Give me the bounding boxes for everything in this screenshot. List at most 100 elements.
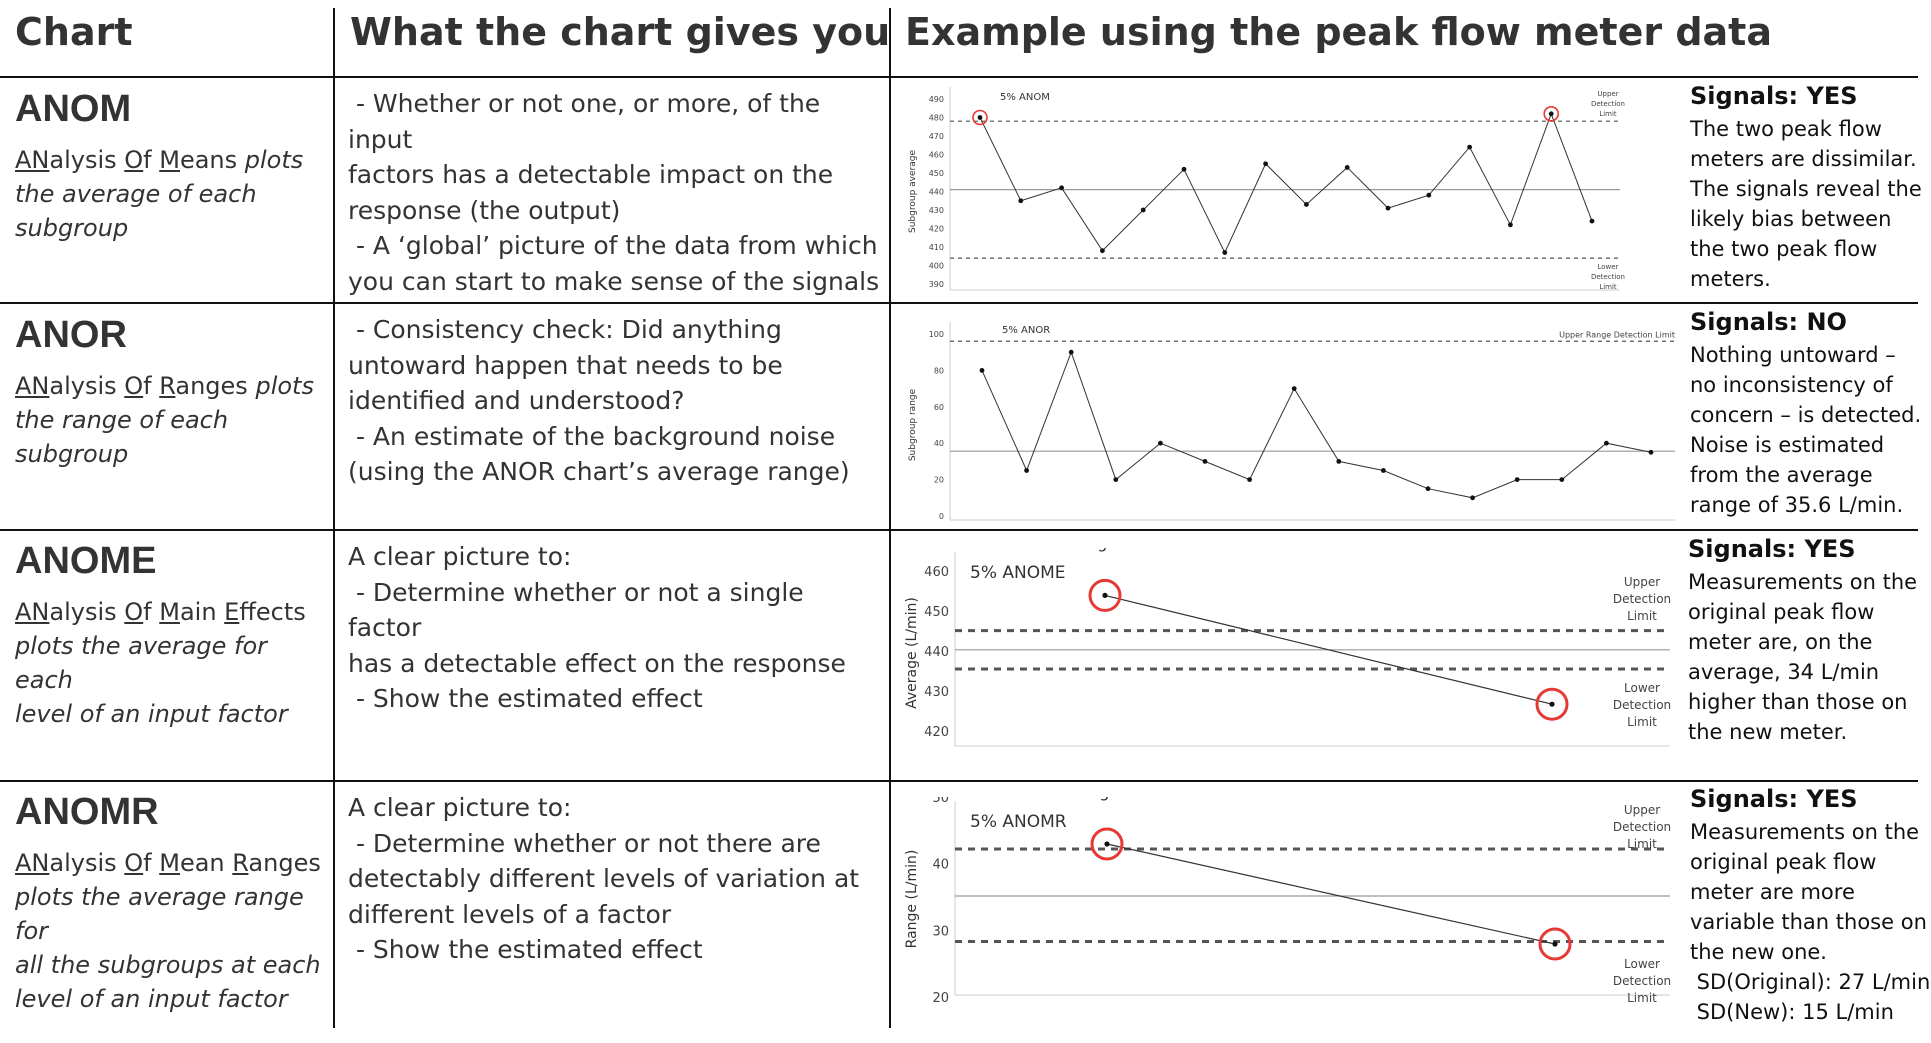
data-point bbox=[1202, 459, 1208, 464]
signals-line: meter are, on the bbox=[1688, 630, 1873, 655]
anom-chart: 490 480 470 460 450 440 430 420 410 400 390 Subgrou… bbox=[908, 87, 1625, 291]
gives-line: has a detectable effect on the response bbox=[348, 648, 846, 678]
data-point bbox=[1018, 198, 1024, 204]
data-line bbox=[979, 112, 1593, 254]
gives-line: - Determine whether or not a single fact… bbox=[348, 577, 812, 643]
data-point bbox=[1648, 449, 1654, 455]
y-axis-label: Subgroup average bbox=[908, 150, 918, 233]
upper-limit-label: Upper Range Detection Limit bbox=[1559, 330, 1675, 339]
y-tick-label: 40 bbox=[932, 858, 949, 873]
lower-limit-label: Detection bbox=[1613, 974, 1671, 988]
data-point bbox=[1589, 218, 1595, 224]
data-point bbox=[1104, 841, 1110, 847]
lower-limit-label: Lower bbox=[1624, 957, 1660, 971]
y-tick-label: 460 bbox=[924, 565, 949, 580]
gives-line: factors has a detectable impact on the bbox=[348, 160, 834, 189]
y-tick-label: 100 bbox=[929, 330, 944, 339]
gives-line: - Show the estimated effect bbox=[348, 684, 703, 713]
chart-name-anor: ANOR bbox=[15, 314, 127, 356]
signals-line: the two peak flow bbox=[1690, 237, 1878, 262]
y-tick-label: 20 bbox=[934, 476, 944, 485]
signals-line: average, 34 L/min bbox=[1688, 660, 1880, 685]
y-tick-label: 420 bbox=[924, 725, 949, 740]
lower-limit-label: Limit bbox=[1627, 991, 1657, 1005]
y-tick-label: 490 bbox=[929, 95, 944, 104]
signals-line: no inconsistency of bbox=[1690, 373, 1893, 398]
chart-title: 5% ANOMR bbox=[970, 812, 1067, 832]
signals-line: original peak flow bbox=[1688, 600, 1875, 625]
row-anome-signals: Signals: YES Measurements on the origina… bbox=[1688, 535, 1928, 747]
data-point bbox=[1140, 207, 1146, 213]
data-point bbox=[1548, 111, 1554, 117]
data-point bbox=[1425, 486, 1431, 492]
data-point bbox=[1100, 248, 1105, 254]
gives-line: - Consistency check: Did anything bbox=[348, 315, 782, 344]
row-anor-gives: - Consistency check: Did anything untowa… bbox=[348, 312, 883, 490]
lower-limit-label: Detection bbox=[1591, 273, 1625, 281]
header-what-chart-gives: What the chart gives you bbox=[350, 10, 891, 54]
anor-chart: 100 80 60 40 20 0 Subgroup range 5% ANOR Upper R… bbox=[908, 322, 1675, 521]
chart-title: 5% ANOM bbox=[1000, 92, 1050, 103]
header-example: Example using the peak flow meter data bbox=[905, 10, 1772, 54]
gives-line: A clear picture to: bbox=[348, 542, 572, 571]
gives-line: untoward happen that needs to be bbox=[348, 350, 783, 380]
data-point bbox=[1158, 440, 1163, 446]
signal-highlight-circle bbox=[972, 109, 988, 126]
gives-line: detectably different levels of variation… bbox=[348, 864, 860, 893]
data-point bbox=[1247, 477, 1252, 482]
y-tick-label: 80 bbox=[934, 366, 944, 375]
data-point bbox=[977, 115, 983, 120]
y-tick-label: 30 bbox=[932, 924, 949, 939]
upper-limit-label: Limit bbox=[1627, 609, 1657, 623]
gives-line: - A ‘global’ picture of the data from wh… bbox=[348, 231, 878, 260]
upper-limit-label: Upper bbox=[1624, 803, 1660, 817]
y-tick-label: 50 bbox=[932, 797, 949, 806]
x-category-label: New bbox=[1538, 797, 1573, 801]
row-divider-header bbox=[0, 76, 1918, 78]
signals-line: The two peak flow bbox=[1690, 117, 1882, 141]
data-point bbox=[1059, 185, 1064, 191]
signals-line: meters are dissimilar. bbox=[1690, 147, 1917, 172]
chart-description-anom: ANalysis Of Means plots the average of e… bbox=[15, 146, 304, 243]
row-anom-gives: - Whether or not one, or more, of the in… bbox=[348, 86, 883, 299]
data-line bbox=[1106, 843, 1556, 945]
upper-limit-label: Limit bbox=[1627, 837, 1657, 851]
lower-limit-label: Detection bbox=[1613, 698, 1671, 712]
signals-line: the new meter. bbox=[1688, 720, 1848, 745]
data-point bbox=[1336, 459, 1342, 464]
gives-line: - An estimate of the background noise bbox=[348, 421, 836, 451]
column-divider-1 bbox=[333, 8, 335, 1028]
gives-line: - Whether or not one, or more, of the in… bbox=[348, 89, 829, 154]
y-axis-label: Range (L/min) bbox=[904, 850, 920, 949]
y-tick-label: 420 bbox=[929, 225, 944, 234]
y-tick-label: 0 bbox=[939, 512, 944, 521]
y-tick-label: 60 bbox=[934, 403, 944, 412]
data-point bbox=[1470, 495, 1475, 501]
row-anome-gives: A clear picture to: - Determine whether … bbox=[348, 539, 883, 717]
y-tick-label: 390 bbox=[929, 280, 944, 289]
signals-line: Nothing untoward – bbox=[1690, 343, 1896, 367]
chart-title: 5% ANOR bbox=[1002, 325, 1050, 336]
upper-limit-label: Upper bbox=[1624, 575, 1660, 589]
signals-title: Signals: NO bbox=[1690, 308, 1847, 336]
signals-line: meter are more bbox=[1690, 880, 1855, 905]
y-axis-label: Average (L/min) bbox=[904, 597, 920, 709]
gives-line: - Show the estimated effect bbox=[348, 935, 703, 964]
chart-description-anor: ANalysis Of Ranges plots the range of ea… bbox=[15, 372, 314, 469]
data-line bbox=[981, 350, 1652, 499]
data-point bbox=[1068, 349, 1074, 355]
signals-title: Signals: YES bbox=[1690, 785, 1858, 813]
y-tick-label: 410 bbox=[929, 243, 944, 252]
y-tick-label: 430 bbox=[924, 685, 949, 700]
data-point bbox=[1381, 468, 1386, 473]
x-category-label: Original bbox=[1076, 797, 1139, 801]
y-tick-label: 460 bbox=[929, 151, 944, 160]
y-tick-label: 440 bbox=[924, 645, 949, 660]
gives-line: - Determine whether or not there are bbox=[348, 828, 821, 858]
chart-description-anome: ANalysis Of Main Effects plots the avera… bbox=[15, 598, 306, 729]
data-point bbox=[1024, 468, 1029, 473]
row-divider-3 bbox=[0, 780, 1918, 782]
signals-line: concern – is detected. bbox=[1690, 403, 1922, 428]
data-point bbox=[1514, 477, 1520, 482]
signals-title: Signals: YES bbox=[1690, 82, 1858, 110]
